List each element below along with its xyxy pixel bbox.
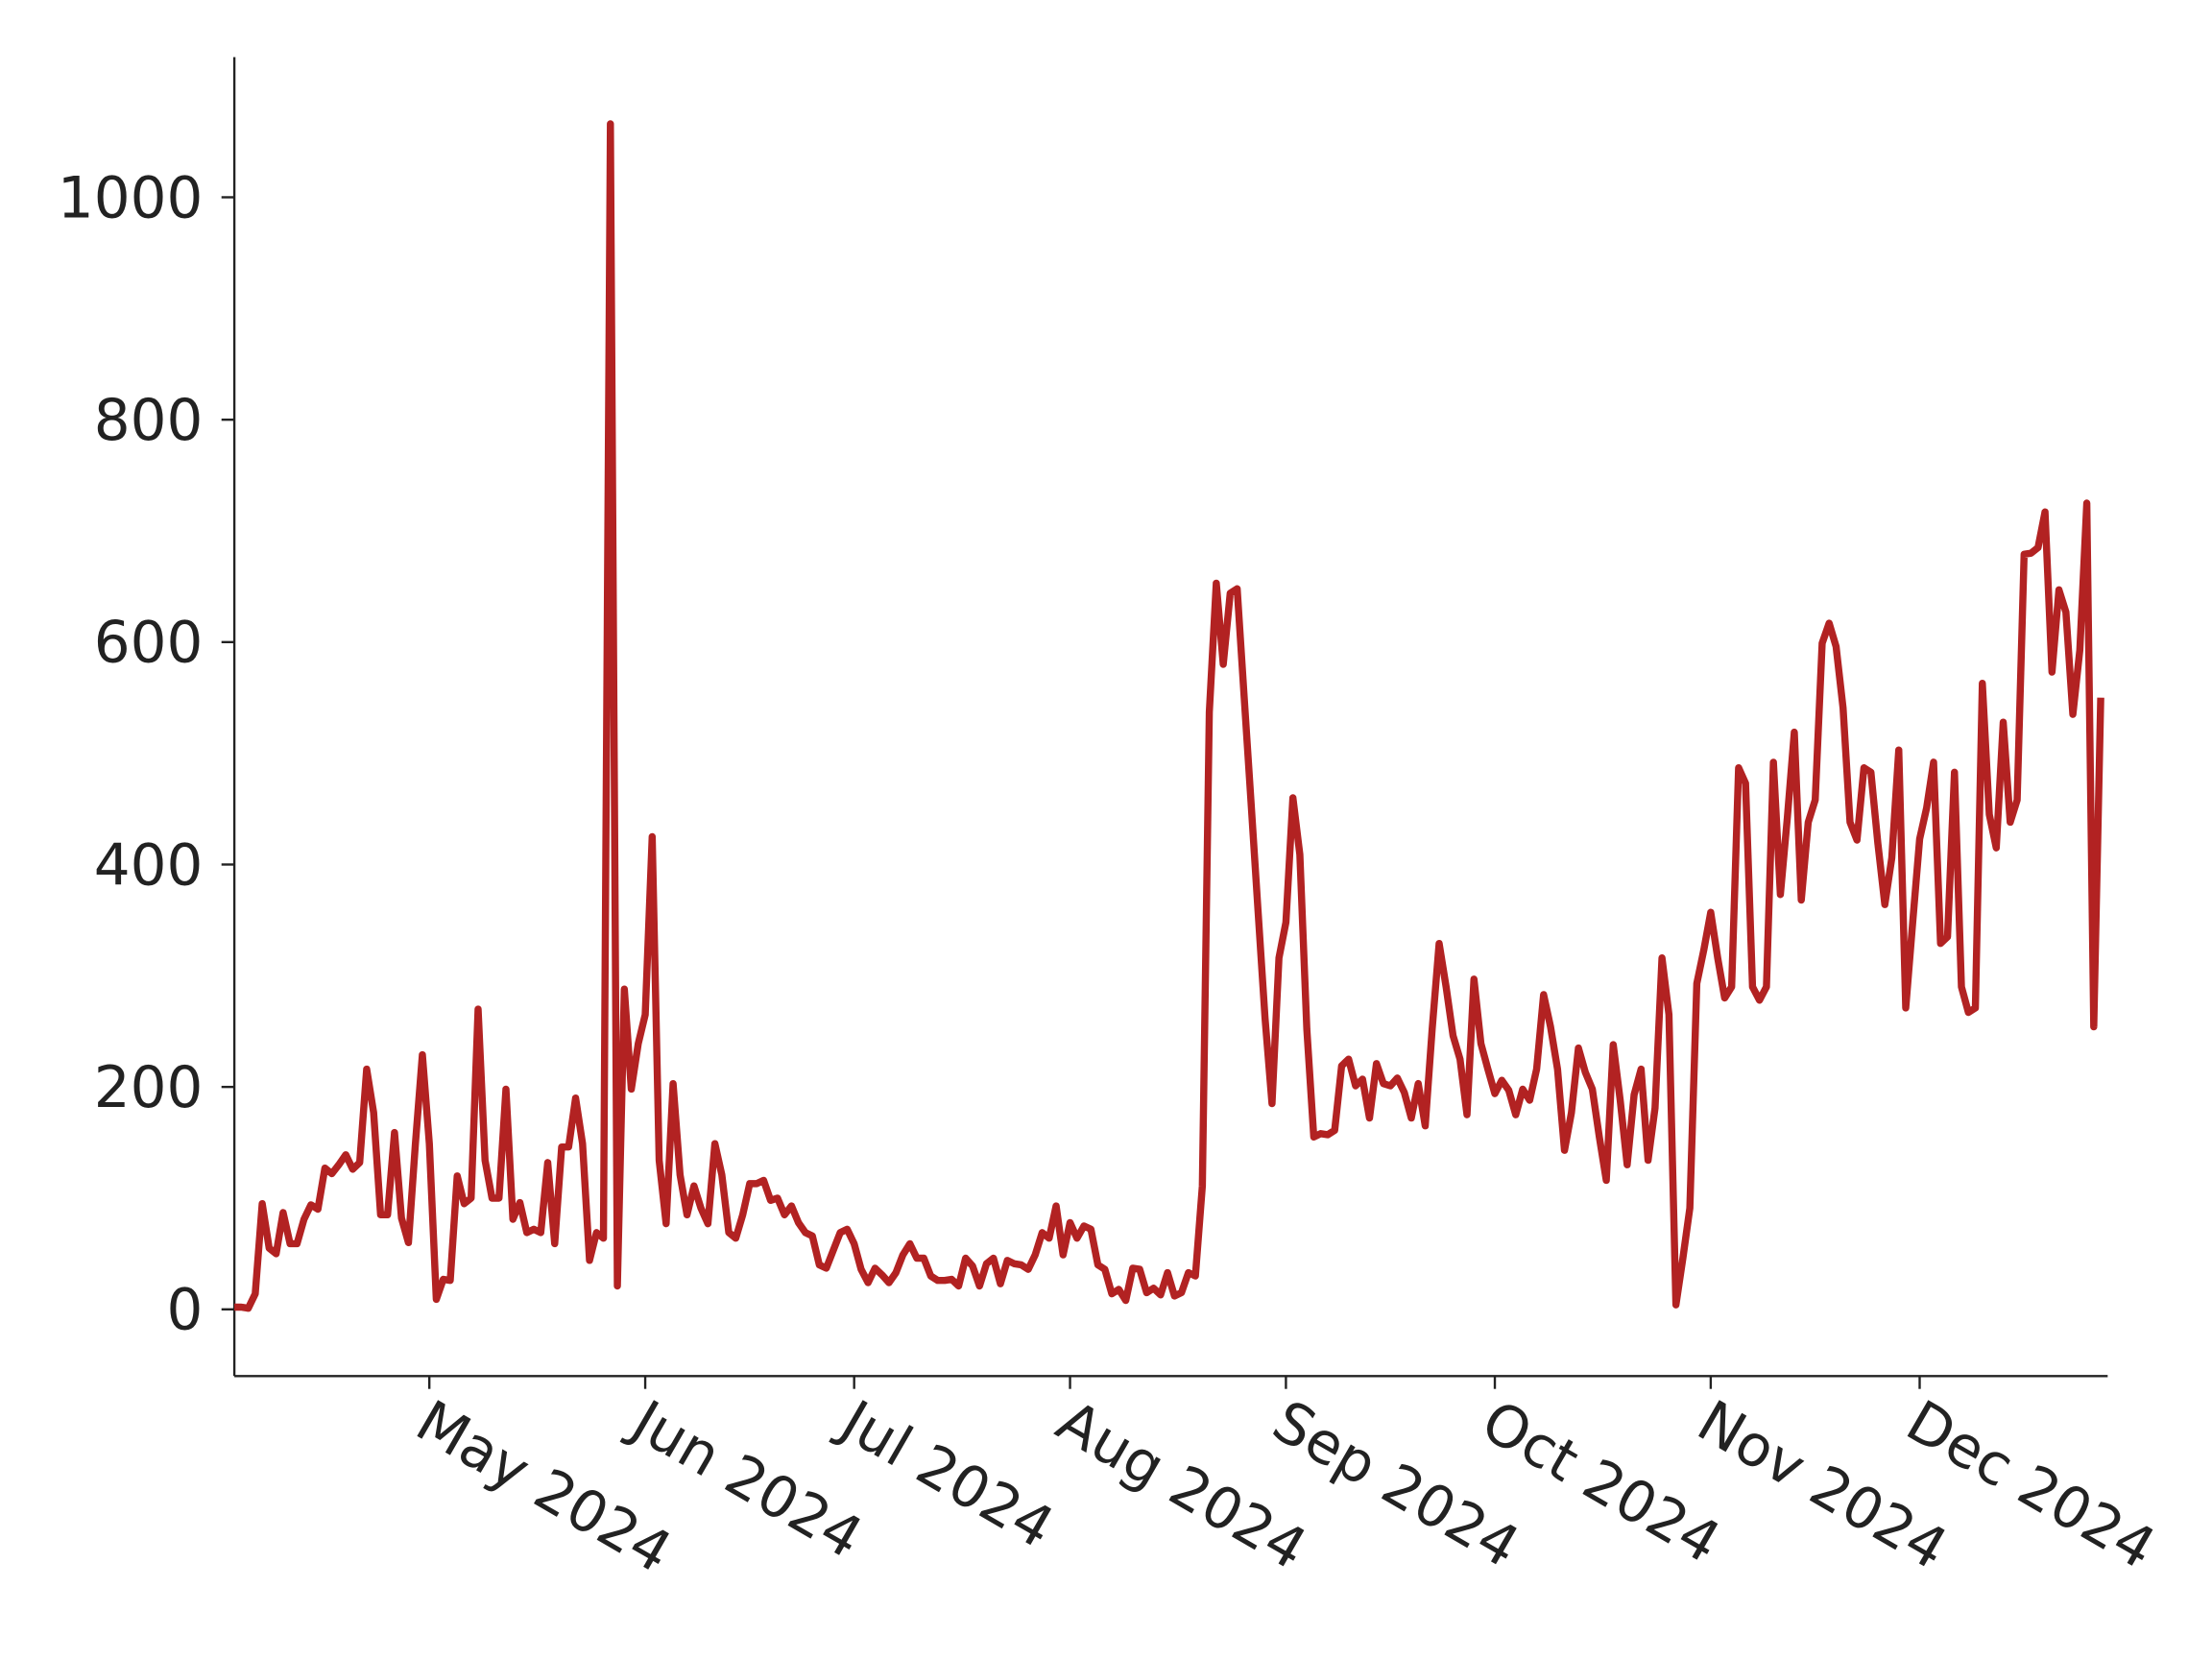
x-tick-label: Jul 2024 <box>827 1386 1065 1562</box>
y-tick-label: 800 <box>94 388 204 454</box>
y-tick-label: 0 <box>166 1278 203 1344</box>
y-tick-label: 600 <box>94 611 204 677</box>
data-line <box>234 120 2104 1312</box>
y-tick-label: 1000 <box>58 165 203 231</box>
y-tick-label: 400 <box>94 832 204 899</box>
y-tick-label: 200 <box>94 1055 204 1121</box>
